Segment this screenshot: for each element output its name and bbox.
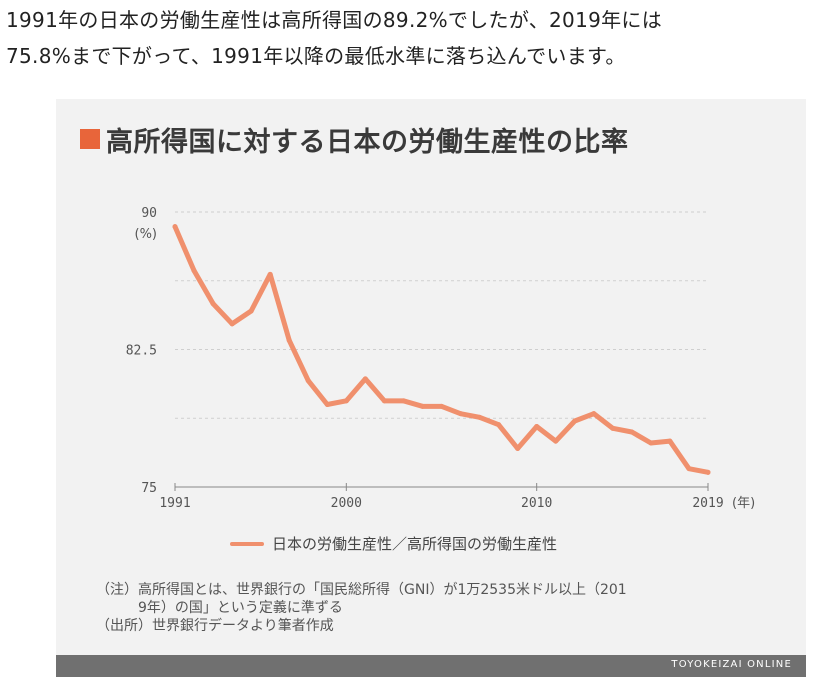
legend-label: 日本の労働生産性／高所得国の労働生産性 — [272, 535, 558, 553]
data-point — [705, 469, 711, 475]
note-source: （出所）世界銀行データより筆者作成 — [96, 618, 334, 634]
y-tick-label: 90 — [141, 206, 157, 221]
data-point — [362, 376, 368, 382]
data-point — [419, 403, 425, 409]
data-point — [229, 321, 235, 327]
chart-legend: 日本の労働生産性／高所得国の労働生産性 — [230, 533, 557, 554]
data-point — [439, 403, 444, 409]
data-point — [191, 268, 197, 274]
data-point — [210, 301, 216, 307]
data-point — [305, 378, 311, 384]
chart-title-wrap: 高所得国に対する日本の労働生産性の比率 — [80, 121, 629, 158]
note-definition-1: （注）高所得国とは、世界銀行の「国民総所得（GNI）が1万2535米ドル以上（2… — [96, 582, 627, 598]
data-point — [172, 224, 178, 230]
data-point — [496, 422, 502, 428]
y-unit-label: (%) — [135, 227, 158, 242]
data-point — [515, 446, 521, 451]
lead-text: 1991年の日本の労働生産性は高所得国の89.2%でしたが、2019年には 75… — [6, 2, 838, 74]
data-point — [553, 438, 559, 444]
title-square-marker — [80, 129, 100, 149]
x-tick-label: 1991 — [159, 496, 190, 511]
lead-line-1: 1991年の日本の労働生産性は高所得国の89.2%でしたが、2019年には — [6, 8, 663, 32]
data-point — [667, 438, 673, 444]
data-point — [686, 466, 692, 472]
data-point — [248, 308, 254, 314]
chart-title: 高所得国に対する日本の労働生産性の比率 — [106, 126, 629, 158]
data-point — [610, 425, 616, 431]
data-point — [591, 411, 597, 417]
note-definition-2: 9年）の国」という定義に準ずる — [96, 600, 343, 616]
data-point — [629, 429, 635, 435]
data-point — [648, 440, 654, 446]
data-point — [267, 271, 273, 277]
chart-notes: （注）高所得国とは、世界銀行の「国民総所得（GNI）が1万2535米ドル以上（2… — [96, 581, 627, 635]
data-point — [400, 398, 406, 404]
data-point — [343, 398, 349, 404]
data-point — [534, 424, 540, 429]
data-point — [572, 418, 578, 424]
data-point — [458, 411, 464, 417]
data-point — [477, 414, 483, 420]
x-tick-label: 2010 — [521, 496, 552, 511]
data-point — [381, 398, 387, 404]
x-tick-label: 2000 — [331, 496, 362, 511]
legend-line-swatch — [230, 541, 264, 546]
y-tick-label: 75 — [141, 481, 157, 496]
footer-bar: TOYOKEIZAI ONLINE — [56, 655, 806, 677]
x-tick-label: 2019 — [692, 496, 723, 511]
y-tick-label: 82.5 — [126, 344, 157, 359]
x-unit-label: (年) — [732, 496, 755, 511]
line-chart: 90 82.5 75 (%) 1991 2000 2010 2019 (年) — [126, 206, 755, 511]
lead-line-2: 75.8%まで下がって、1991年以降の最低水準に落ち込んでいます。 — [6, 44, 626, 68]
data-point — [324, 402, 330, 407]
data-point — [286, 337, 292, 343]
footer-brand: TOYOKEIZAI ONLINE — [671, 659, 792, 670]
chart-card: 高所得国に対する日本の労働生産性の比率 90 82.5 75 (%) 1991 2000 2… — [56, 99, 806, 677]
